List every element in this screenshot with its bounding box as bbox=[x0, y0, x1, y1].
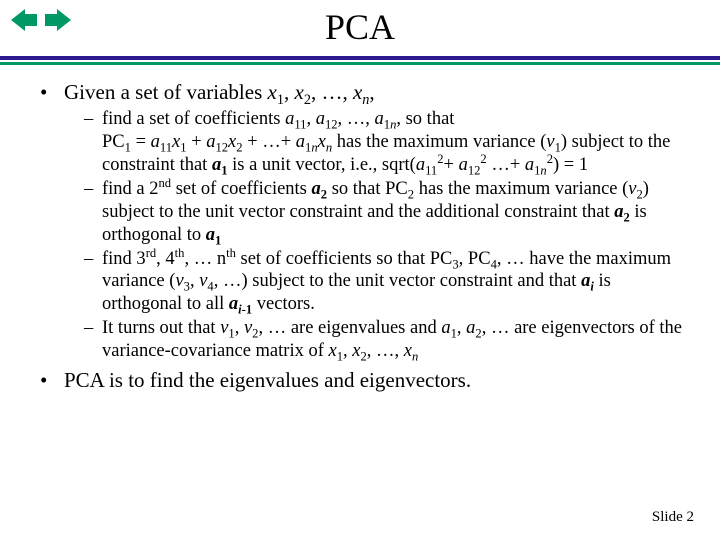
sub-bullet-4: – It turns out that v1, v2, … are eigenv… bbox=[84, 317, 692, 363]
sub-bullet-1: – find a set of coefficients a11, a12, …… bbox=[84, 108, 692, 177]
next-arrow-button[interactable] bbox=[44, 8, 72, 32]
slide-number: Slide 2 bbox=[652, 509, 694, 526]
bullet-main-2: • PCA is to find the eigenvalues and eig… bbox=[40, 367, 692, 394]
sub-bullet-3: – find 3rd, 4th, … nth set of coefficien… bbox=[84, 248, 692, 317]
arrow-left-icon bbox=[11, 9, 37, 31]
bullet-main-1: • Given a set of variables x1, x2, …, xn… bbox=[40, 79, 692, 106]
title-divider bbox=[0, 56, 720, 65]
slide-title: PCA bbox=[0, 0, 720, 48]
arrow-right-icon bbox=[45, 9, 71, 31]
slide-content: • Given a set of variables x1, x2, …, xn… bbox=[0, 65, 720, 394]
sub-bullet-2: – find a 2nd set of coefficients a2 so t… bbox=[84, 178, 692, 247]
prev-arrow-button[interactable] bbox=[10, 8, 38, 32]
